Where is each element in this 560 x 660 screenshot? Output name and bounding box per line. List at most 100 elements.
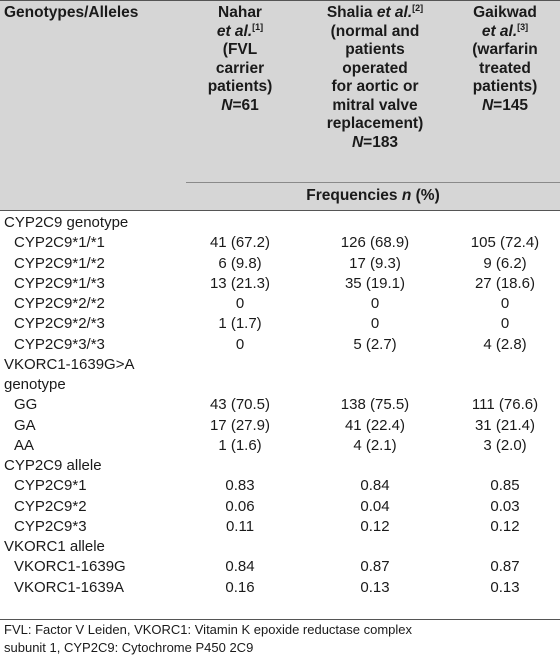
table-cell: 1 (1.6) [218,436,262,454]
row-label: CYP2C9*3 [14,517,87,535]
study-sample-size: N=183 [351,133,399,151]
table-cell: 0 [500,315,510,333]
study-author-line: Shalia et al.[2] [326,2,424,21]
table-cell: 0.13 [490,578,520,596]
row-label: VKORC1 allele [4,538,105,555]
table-cell: 0 [500,295,510,312]
table-cell: 0.11 [225,517,255,535]
table-row: AA 1 (1.6) 4 (2.1) 3 (2.0) [0,436,560,456]
row-label: CYP2C9 genotype [4,214,129,231]
table-row: VKORC1-1639A 0.16 0.13 0.13 [0,578,560,598]
table-cell: 0 [235,295,245,312]
table-header-band [0,0,560,210]
row-label: GG [14,396,38,414]
study-desc-line: patients) [472,78,538,95]
study-desc-line: (normal and [330,22,420,40]
table-cell: 27 (18.6) [474,274,536,292]
row-label: CYP2C9*3/*3 [14,335,105,353]
study-desc-line: patients) [207,78,273,95]
row-label: CYP2C9*1/*2 [14,254,105,272]
table-cell: 0.06 [225,497,255,515]
row-label: CYP2C9*2/*2 [14,295,105,312]
table-row: CYP2C9*1/*3 13 (21.3) 35 (19.1) 27 (18.6) [0,274,560,294]
table-cell: 13 (21.3) [209,274,271,292]
study-author: Nahar [218,4,262,21]
table-row: VKORC1 allele [0,537,560,557]
table-cell: 17 (27.9) [209,416,271,434]
row-label: CYP2C9*2/*3 [14,315,105,333]
study-desc-line: (warfarin [472,41,538,58]
column-header-nahar: Nahar et al.[1] (FVL carrier patients) N… [186,4,294,115]
table-cell: 0 [370,295,380,312]
footnote-line: subunit 1, CYP2C9: Cytochrome P450 2C9 [4,640,254,655]
table-cell: 0 [370,315,380,333]
table-cell: 0.84 [225,558,255,576]
table-cell: 0.16 [225,578,255,596]
study-etal-line: et al.[1] [216,21,264,40]
table-bottom-rule [0,619,560,620]
table-cell: 35 (19.1) [344,274,406,292]
study-desc-line: mitral valve [332,96,418,114]
table-row: CYP2C9 allele [0,456,560,476]
table-row: CYP2C9*1 0.83 0.84 0.85 [0,476,560,496]
table-row: GA 17 (27.9) 41 (22.4) 31 (21.4) [0,416,560,436]
column-header-gaikwad: Gaikwad et al.[3] (warfarin treated pati… [452,4,558,115]
header-separator-rule [186,182,560,183]
table-cell: 31 (21.4) [474,416,536,434]
footnote-line: FVL: Factor V Leiden, VKORC1: Vitamin K … [4,622,413,637]
row-label: CYP2C9*2 [14,497,87,515]
row-label: VKORC1-1639A [14,578,125,596]
study-sample-size: N=145 [481,96,529,114]
study-desc-line: operated [342,59,408,77]
table-cell: 4 (2.1) [353,436,397,454]
study-desc-line: patients [345,41,405,58]
table-top-rule [0,0,560,1]
header-bottom-rule [0,210,560,211]
table-cell: 1 (1.7) [218,315,262,333]
table-cell: 0.13 [360,578,390,596]
row-label: AA [14,436,35,454]
table-cell: 0.12 [490,517,520,535]
table-row: CYP2C9*2/*3 1 (1.7) 0 0 [0,314,560,334]
table-row: CYP2C9*2/*2 0 0 0 [0,294,560,314]
study-desc-line: (FVL [222,41,258,58]
table-cell: 41 (67.2) [209,234,271,252]
table-cell: 17 (9.3) [349,254,401,272]
study-sample-size: N=61 [221,96,259,114]
table-footnote: FVL: Factor V Leiden, VKORC1: Vitamin K … [4,621,556,657]
study-desc-line: for aortic or [331,78,419,95]
table-cell: 0.85 [490,477,520,495]
column-header-genotypes: Genotypes/Alleles [4,4,139,21]
study-desc-line: treated [479,59,531,77]
table-cell: 0.04 [360,497,390,515]
study-desc-line: carrier [215,59,265,77]
table-row: CYP2C9*3/*3 0 5 (2.7) 4 (2.8) [0,335,560,355]
table-cell: 126 (68.9) [340,234,410,252]
table-cell: 138 (75.5) [340,396,410,414]
table-cell: 111 (76.6) [471,396,539,414]
table-row: GG 43 (70.5) 138 (75.5) 111 (76.6) [0,395,560,415]
table-row: CYP2C9*3 0.11 0.12 0.12 [0,517,560,537]
table-cell: 6 (9.8) [218,254,262,272]
table-cell: 41 (22.4) [344,416,406,434]
table-cell: 43 (70.5) [209,396,271,414]
row-label: CYP2C9*1/*1 [14,234,105,252]
table-row: genotype [0,375,560,395]
table-cell: 9 (6.2) [483,254,527,272]
table-row: CYP2C9*1/*1 41 (67.2) 126 (68.9) 105 (72.4) [0,233,560,253]
row-label: CYP2C9 allele [4,457,102,474]
table-cell: 0.87 [490,558,520,576]
table-cell: 0.83 [225,477,255,495]
column-header-shalia: Shalia et al.[2] (normal and patients op… [300,2,450,152]
table-cell: 0.84 [360,477,390,495]
study-etal-line: et al.[3] [481,21,529,40]
table-cell: 5 (2.7) [353,335,397,353]
table-row: CYP2C9 genotype [0,213,560,233]
study-author: Gaikwad [473,4,537,21]
table-cell: 4 (2.8) [483,335,527,353]
study-desc-line: replacement) [326,115,424,132]
table-cell: 0.87 [360,558,390,576]
table-cell: 0.03 [490,497,520,515]
table-row: VKORC1-1639G>A [0,355,560,375]
